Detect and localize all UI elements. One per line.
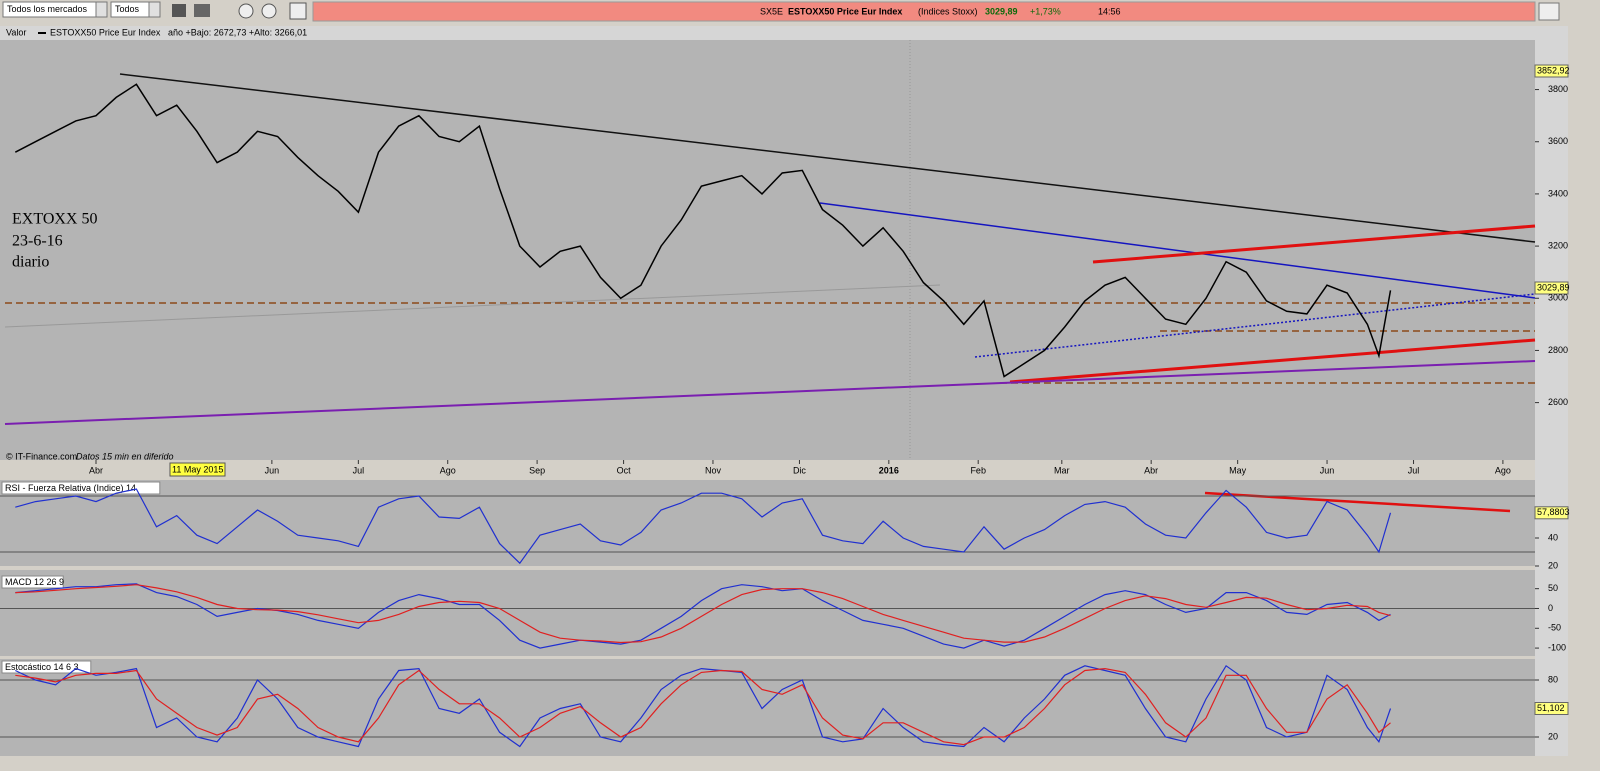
x-tick-label: Dic <box>793 465 806 475</box>
x-tick-label: Jul <box>1408 465 1420 475</box>
header-range: año +Bajo: 2672,73 +Alto: 3266,01 <box>168 27 307 37</box>
panel-title-box <box>1 575 64 589</box>
panel-title-box <box>1 481 161 495</box>
price-last: 3029,89 <box>1537 282 1570 292</box>
info-icon[interactable] <box>261 3 277 19</box>
annotation: EXTOXX 50 <box>12 211 97 228</box>
price-line <box>14 83 1392 378</box>
x-tick-label: Jul <box>353 465 365 475</box>
print-icon[interactable] <box>194 4 210 17</box>
panel-title: MACD 12 26 9 <box>5 577 64 587</box>
window-button[interactable] <box>1538 2 1560 21</box>
channel-line <box>1092 224 1536 264</box>
y-tick-label: 3600 <box>1548 136 1568 146</box>
help-icon[interactable] <box>238 3 254 19</box>
x-tick-label: Nov <box>705 465 722 475</box>
macd-plot <box>0 570 1535 656</box>
x-tick-label: Oct <box>617 465 632 475</box>
panel-title-box <box>1 660 92 674</box>
y-tick-label: 80 <box>1548 674 1558 684</box>
quote-change: +1,73% <box>1030 6 1061 16</box>
y-tick-label: 20 <box>1548 731 1558 741</box>
indicator-line <box>15 583 1391 649</box>
legend-swatch <box>38 32 46 34</box>
trend-line <box>119 73 1536 243</box>
indicator-line <box>15 664 1392 748</box>
quote-symbol: SX5E <box>760 6 783 16</box>
y-tick-label: -100 <box>1548 642 1566 652</box>
edit-icon[interactable] <box>289 2 307 20</box>
y-tick-label: 0 <box>1548 603 1553 613</box>
price-high-box <box>1534 64 1569 78</box>
indicator-line <box>15 488 1392 565</box>
y-tick-label: 3800 <box>1548 84 1568 94</box>
x-tick-label: Ago <box>1495 465 1511 475</box>
annotation: 23-6-16 <box>12 233 63 250</box>
annotation: diario <box>12 254 49 271</box>
x-tick-label: Jun <box>265 465 280 475</box>
x-tick-label: Ago <box>440 465 456 475</box>
trend-line <box>974 293 1536 358</box>
y-tick-label: -50 <box>1548 623 1561 633</box>
indicator-line <box>15 667 1391 746</box>
filter-select-text: Todos <box>115 4 140 14</box>
header-name: ESTOXX50 Price Eur Index <box>50 27 161 37</box>
x-tick-label: 2016 <box>879 465 899 475</box>
dropdown-button[interactable] <box>95 1 108 18</box>
trend-line <box>819 202 1536 299</box>
right-axis <box>1535 26 1568 756</box>
dropdown-button[interactable] <box>148 1 161 18</box>
footer-delay: Datos 15 min en diferido <box>76 451 174 461</box>
y-tick-label: 2800 <box>1548 345 1568 355</box>
header-label: Valor <box>6 27 26 37</box>
cursor-date-box <box>169 462 226 477</box>
x-tick-label: May <box>1229 465 1247 475</box>
y-tick-label: 3200 <box>1548 240 1568 250</box>
cursor-date: 11 May 2015 <box>172 464 223 474</box>
value-label-box <box>1534 702 1569 715</box>
quote-bar <box>312 1 1536 22</box>
panel-title: Estocástico 14 6 3 <box>5 662 79 672</box>
y-tick-label: 2600 <box>1548 397 1568 407</box>
y-tick-label: 50 <box>1548 583 1558 593</box>
value-label: 57,8803 <box>1537 507 1570 517</box>
x-tick-label: Abr <box>1144 465 1158 475</box>
x-tick-label: Mar <box>1054 465 1070 475</box>
indicator-line <box>15 584 1391 644</box>
x-tick-label: Abr <box>89 465 103 475</box>
stoch-plot <box>0 659 1535 756</box>
x-axis <box>0 460 1535 480</box>
channel-line <box>1009 338 1536 384</box>
quote-exchange: (Indices Stoxx) <box>918 6 978 16</box>
y-tick-label: 3400 <box>1548 188 1568 198</box>
x-tick-label: Feb <box>970 465 986 475</box>
value-label-box <box>1534 506 1569 520</box>
rsi-plot <box>0 480 1535 566</box>
footer-source: © IT-Finance.com <box>6 451 77 461</box>
y-tick-label: 3000 <box>1548 293 1568 303</box>
y-tick-label: 40 <box>1548 532 1558 542</box>
quote-name: ESTOXX50 Price Eur Index <box>788 6 902 16</box>
x-tick-label: Jun <box>1320 465 1335 475</box>
price-last-box <box>1534 281 1569 295</box>
price-plot <box>0 26 1535 460</box>
panel-title: RSI - Fuerza Relativa (Indice) 14 <box>5 483 136 493</box>
quote-time: 14:56 <box>1098 6 1121 16</box>
price-header <box>0 26 1535 40</box>
trend-line <box>4 284 941 328</box>
quote-last: 3029,89 <box>985 6 1018 16</box>
value-label: 51,102 <box>1537 703 1565 713</box>
save-icon[interactable] <box>172 4 186 17</box>
y-tick-label: 20 <box>1548 560 1558 570</box>
price-high: 3852,92 <box>1537 65 1570 75</box>
market-select-text: Todos los mercados <box>7 4 88 14</box>
trend-line <box>4 360 1536 425</box>
x-tick-label: Sep <box>529 465 545 475</box>
